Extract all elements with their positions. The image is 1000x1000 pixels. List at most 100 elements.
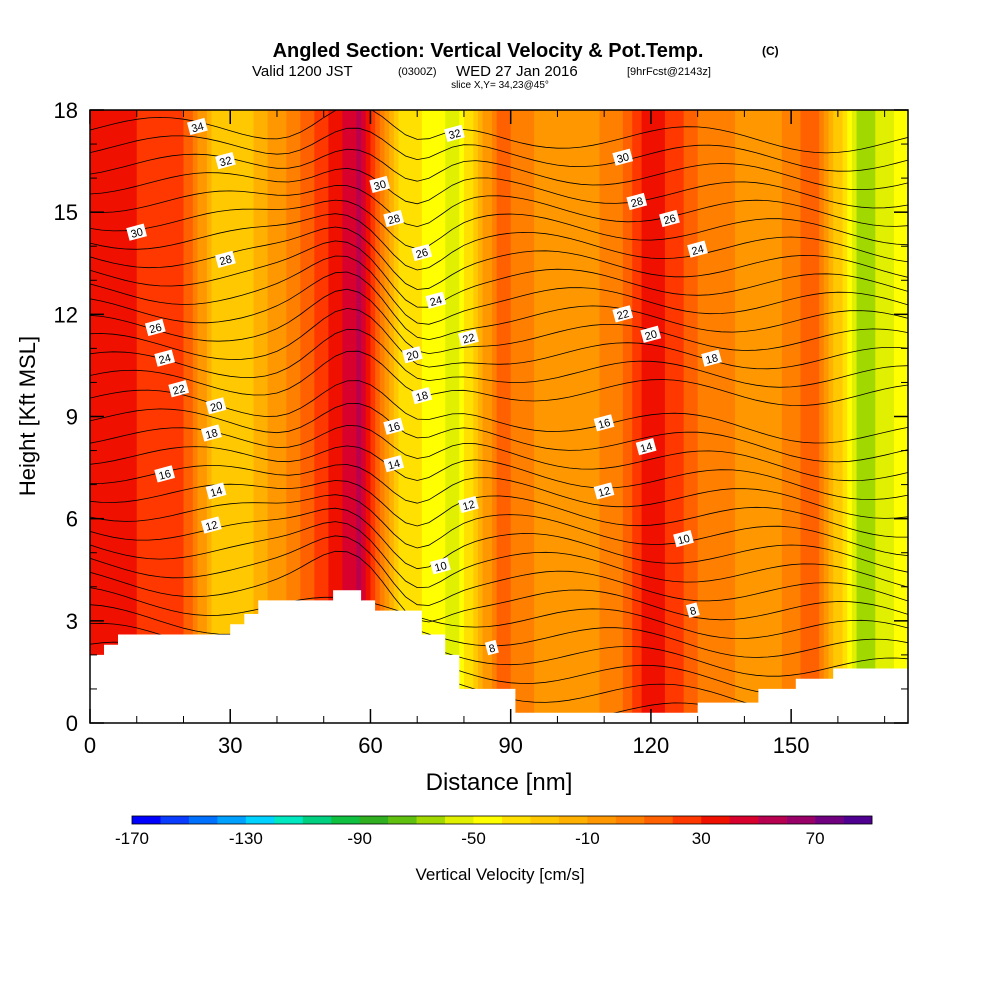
velocity-strip bbox=[342, 110, 348, 723]
theta-label: 10 bbox=[430, 557, 451, 575]
svg-text:16: 16 bbox=[597, 417, 612, 432]
theta-label: 30 bbox=[369, 175, 391, 194]
velocity-strip bbox=[552, 110, 559, 723]
svg-text:14: 14 bbox=[387, 458, 402, 473]
velocity-strip bbox=[370, 110, 376, 723]
velocity-strip bbox=[865, 110, 872, 723]
velocity-strip bbox=[132, 110, 138, 723]
velocity-strip bbox=[491, 110, 498, 723]
velocity-strip bbox=[104, 110, 110, 723]
theta-contour bbox=[90, 350, 908, 407]
colorbar-frame bbox=[131, 815, 873, 825]
velocity-strip bbox=[697, 110, 704, 723]
theta-label: 12 bbox=[593, 482, 615, 500]
theta-label: 20 bbox=[402, 346, 423, 364]
theta-contour bbox=[90, 271, 908, 341]
velocity-strip bbox=[183, 110, 189, 723]
velocity-strip bbox=[613, 110, 619, 723]
svg-text:26: 26 bbox=[662, 213, 677, 228]
theta-label: 10 bbox=[673, 530, 694, 547]
velocity-strip bbox=[515, 110, 521, 723]
colorbar-swatch bbox=[758, 816, 787, 824]
svg-text:18: 18 bbox=[204, 427, 219, 442]
velocity-strip bbox=[188, 110, 194, 723]
colorbar-swatch bbox=[530, 816, 560, 824]
velocity-strip bbox=[113, 110, 119, 723]
velocity-strip bbox=[431, 110, 437, 723]
velocity-strip bbox=[641, 110, 648, 723]
colorbar-tick-label: 30 bbox=[692, 829, 711, 848]
colorbar bbox=[131, 815, 873, 825]
velocity-strip bbox=[632, 110, 638, 723]
svg-text:30: 30 bbox=[373, 179, 388, 194]
plot-area bbox=[90, 110, 908, 723]
svg-text:14: 14 bbox=[639, 441, 654, 456]
velocity-field bbox=[90, 110, 908, 723]
velocity-strip bbox=[276, 110, 283, 723]
velocity-strip bbox=[721, 110, 727, 723]
velocity-strip bbox=[407, 110, 414, 723]
theta-contour bbox=[90, 328, 908, 388]
velocity-strip bbox=[795, 110, 802, 723]
subtitle-date: WED 27 Jan 2016 bbox=[456, 63, 578, 80]
colorbar-tick-label: 70 bbox=[806, 829, 825, 848]
velocity-strip bbox=[435, 110, 442, 723]
velocity-strip bbox=[594, 110, 601, 723]
colorbar-swatch bbox=[701, 816, 730, 824]
velocity-strip bbox=[146, 110, 152, 723]
velocity-strip bbox=[772, 110, 778, 723]
velocity-strip bbox=[861, 110, 867, 723]
theta-label: 26 bbox=[144, 318, 166, 336]
y-tick-label: 15 bbox=[54, 200, 78, 225]
velocity-strip bbox=[319, 110, 325, 723]
velocity-strip bbox=[220, 110, 227, 723]
velocity-strip bbox=[258, 110, 264, 723]
y-tick-label: 6 bbox=[66, 507, 78, 532]
theta-contour bbox=[90, 604, 908, 658]
colorbar-swatch bbox=[843, 816, 873, 824]
velocity-strip bbox=[875, 110, 881, 723]
theta-label: 8 bbox=[685, 602, 700, 618]
theta-label: 14 bbox=[205, 482, 227, 500]
velocity-strip bbox=[426, 110, 433, 723]
velocity-strip bbox=[337, 110, 344, 723]
svg-text:16: 16 bbox=[158, 468, 173, 483]
axis-ticks: 0 30 60 90 120 150 0 3 6 9 12 15 18 bbox=[54, 98, 908, 758]
velocity-strip bbox=[758, 110, 764, 723]
theta-label-layer: 34 32 30 28 26 24 22 20 18 16 14 12 32 30 28 26 24 22 20 18… bbox=[126, 117, 722, 656]
velocity-strip bbox=[309, 110, 316, 723]
velocity-strip bbox=[529, 110, 535, 723]
svg-text:8: 8 bbox=[689, 605, 698, 618]
y-tick-label: 0 bbox=[66, 711, 78, 736]
velocity-strip bbox=[879, 110, 886, 723]
velocity-strip bbox=[333, 110, 339, 723]
theta-label: 28 bbox=[626, 192, 648, 210]
theta-label: 34 bbox=[187, 117, 208, 135]
velocity-strip bbox=[351, 110, 358, 723]
velocity-strip bbox=[543, 110, 549, 723]
subtitle-forecast: [9hrFcst@2143z] bbox=[627, 66, 711, 78]
velocity-strip bbox=[412, 110, 418, 723]
y-tick-label: 12 bbox=[54, 302, 78, 327]
svg-text:22: 22 bbox=[172, 383, 187, 398]
velocity-strip bbox=[749, 110, 755, 723]
colorbar-swatch bbox=[473, 816, 503, 824]
velocity-strip bbox=[239, 110, 246, 723]
velocity-strip bbox=[655, 110, 662, 723]
colorbar-swatch bbox=[160, 816, 190, 824]
velocity-strip bbox=[837, 110, 844, 723]
velocity-strip bbox=[253, 110, 260, 723]
velocity-strip bbox=[375, 110, 381, 723]
theta-contour bbox=[90, 480, 908, 538]
velocity-strip bbox=[777, 110, 783, 723]
velocity-strip bbox=[323, 110, 330, 723]
velocity-strip bbox=[141, 110, 147, 723]
velocity-strip bbox=[440, 110, 447, 723]
svg-text:10: 10 bbox=[676, 533, 691, 548]
velocity-strip bbox=[585, 110, 591, 723]
velocity-strip bbox=[786, 110, 792, 723]
theta-label: 32 bbox=[444, 124, 465, 142]
colorbar-tick-label: -130 bbox=[229, 829, 263, 848]
theta-label: 16 bbox=[383, 417, 405, 435]
theta-label: 22 bbox=[612, 305, 634, 323]
